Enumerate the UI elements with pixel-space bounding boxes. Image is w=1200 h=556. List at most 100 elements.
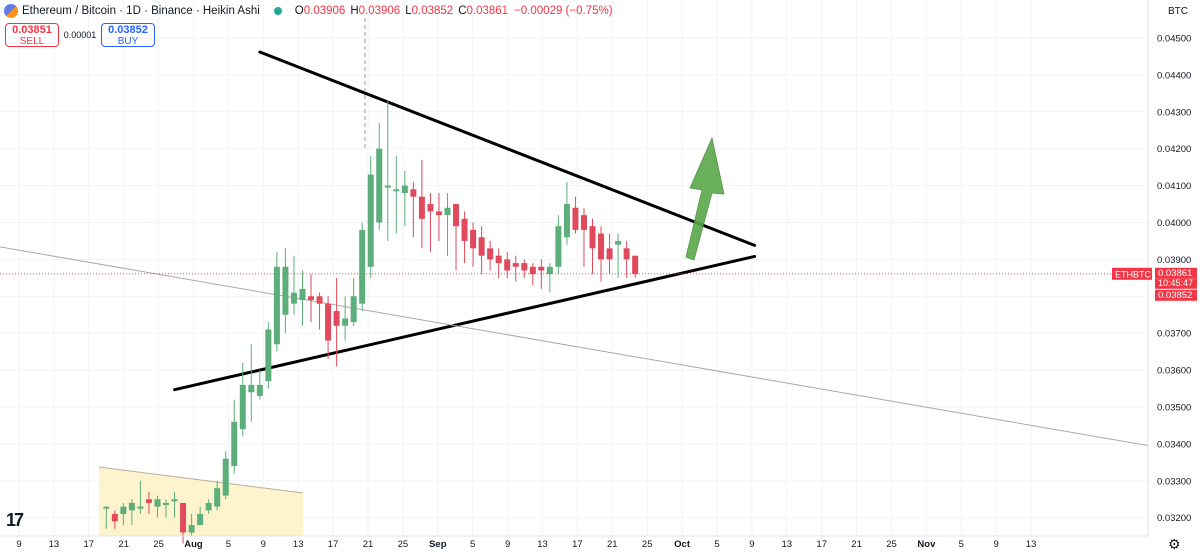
- candle: [546, 263, 553, 293]
- candle: [606, 233, 613, 275]
- candle-body: [239, 384, 246, 430]
- candle: [120, 502, 127, 526]
- highlight-box: [99, 467, 303, 536]
- chart-title[interactable]: Ethereum / Bitcoin · 1D · Binance · Heik…: [22, 5, 260, 17]
- candle: [529, 263, 536, 286]
- price-tick-label: 0.03900: [1157, 255, 1191, 266]
- candle: [188, 514, 195, 537]
- symbol-tag-bg: [1112, 267, 1152, 280]
- tradingview-logo-icon[interactable]: 17: [6, 510, 24, 530]
- candle: [308, 274, 315, 323]
- time-tick-label: 13: [293, 539, 304, 550]
- sell-button[interactable]: 0.03851 SELL: [5, 23, 59, 47]
- low-value: 0.03852: [411, 5, 454, 17]
- candle: [384, 100, 391, 241]
- candle-body: [197, 514, 204, 526]
- open-label: O: [294, 5, 304, 17]
- candle-body: [231, 421, 238, 467]
- candle: [555, 215, 562, 275]
- candle: [427, 192, 434, 253]
- candle: [154, 495, 161, 518]
- candle: [367, 156, 374, 278]
- candle: [103, 506, 110, 529]
- low-label: L: [405, 5, 412, 17]
- candle: [239, 362, 246, 437]
- candle-body: [632, 255, 639, 275]
- time-tick-label: 13: [1026, 539, 1037, 550]
- candle-body: [145, 499, 152, 503]
- candle: [401, 170, 408, 227]
- price-tick-label: 0.03300: [1157, 476, 1191, 487]
- candle-body: [299, 288, 306, 300]
- time-tick-label: 17: [328, 539, 339, 550]
- candle-body: [461, 218, 468, 241]
- candle: [580, 207, 587, 267]
- candle: [231, 399, 238, 474]
- candle: [325, 296, 332, 360]
- candle: [222, 451, 229, 500]
- candle-body: [367, 174, 374, 267]
- candle: [435, 192, 442, 241]
- time-tick-label: 9: [261, 539, 266, 550]
- close-value: 0.03861: [466, 5, 509, 17]
- candle-body: [384, 185, 391, 188]
- price-tick-label: 0.03700: [1157, 329, 1191, 340]
- time-tick-label: 25: [398, 539, 409, 550]
- countdown-badge: 10:45:47: [1158, 278, 1193, 288]
- time-tick-label: 21: [118, 539, 129, 550]
- candle-body: [316, 296, 323, 304]
- candle: [453, 204, 460, 271]
- candle: [316, 292, 323, 330]
- candle: [444, 192, 451, 256]
- candle-body: [248, 384, 255, 393]
- candle-body: [478, 237, 485, 256]
- candle-body: [214, 488, 221, 507]
- candle-body: [359, 229, 366, 304]
- buy-price: 0.03852: [108, 24, 148, 36]
- price-tick-label: 0.03200: [1157, 513, 1191, 524]
- candle: [350, 277, 357, 326]
- grid: [0, 0, 1148, 536]
- market-status-icon[interactable]: [273, 7, 282, 15]
- settings-gear-icon[interactable]: ⚙: [1168, 536, 1181, 552]
- candle: [290, 255, 297, 315]
- buy-button[interactable]: 0.03852 BUY: [101, 23, 155, 47]
- candle: [521, 259, 528, 278]
- price-tick-label: 0.04000: [1157, 218, 1191, 229]
- candle-body: [615, 240, 622, 245]
- candle-body: [606, 248, 613, 260]
- price-tick-label: 0.04200: [1157, 144, 1191, 155]
- candle-body: [376, 148, 383, 223]
- candle-body: [282, 266, 289, 315]
- candle: [478, 226, 485, 275]
- candle-body: [538, 266, 545, 271]
- candle-body: [529, 266, 536, 275]
- candle-body: [222, 458, 229, 496]
- candle: [342, 296, 349, 341]
- candle: [171, 491, 178, 518]
- currency-selector[interactable]: BTC: [1168, 6, 1188, 17]
- candle: [504, 252, 511, 278]
- candle-body: [308, 296, 315, 300]
- candle: [632, 255, 639, 278]
- candle-body: [256, 384, 263, 396]
- candle-body: [171, 499, 178, 502]
- time-tick-label: 9: [749, 539, 754, 550]
- candle-body: [512, 263, 519, 267]
- sell-price: 0.03851: [12, 24, 52, 36]
- time-tick-label: Aug: [184, 539, 203, 550]
- candle-body: [154, 499, 161, 507]
- annotations: [0, 18, 1165, 536]
- candle: [248, 344, 255, 422]
- candle: [598, 226, 605, 282]
- candle: [359, 222, 366, 312]
- candle-body: [495, 255, 502, 264]
- candle-body: [120, 506, 127, 515]
- time-tick-label: Sep: [429, 539, 447, 550]
- candle-body: [580, 215, 587, 230]
- time-tick-label: Nov: [917, 539, 936, 550]
- candle: [163, 499, 170, 518]
